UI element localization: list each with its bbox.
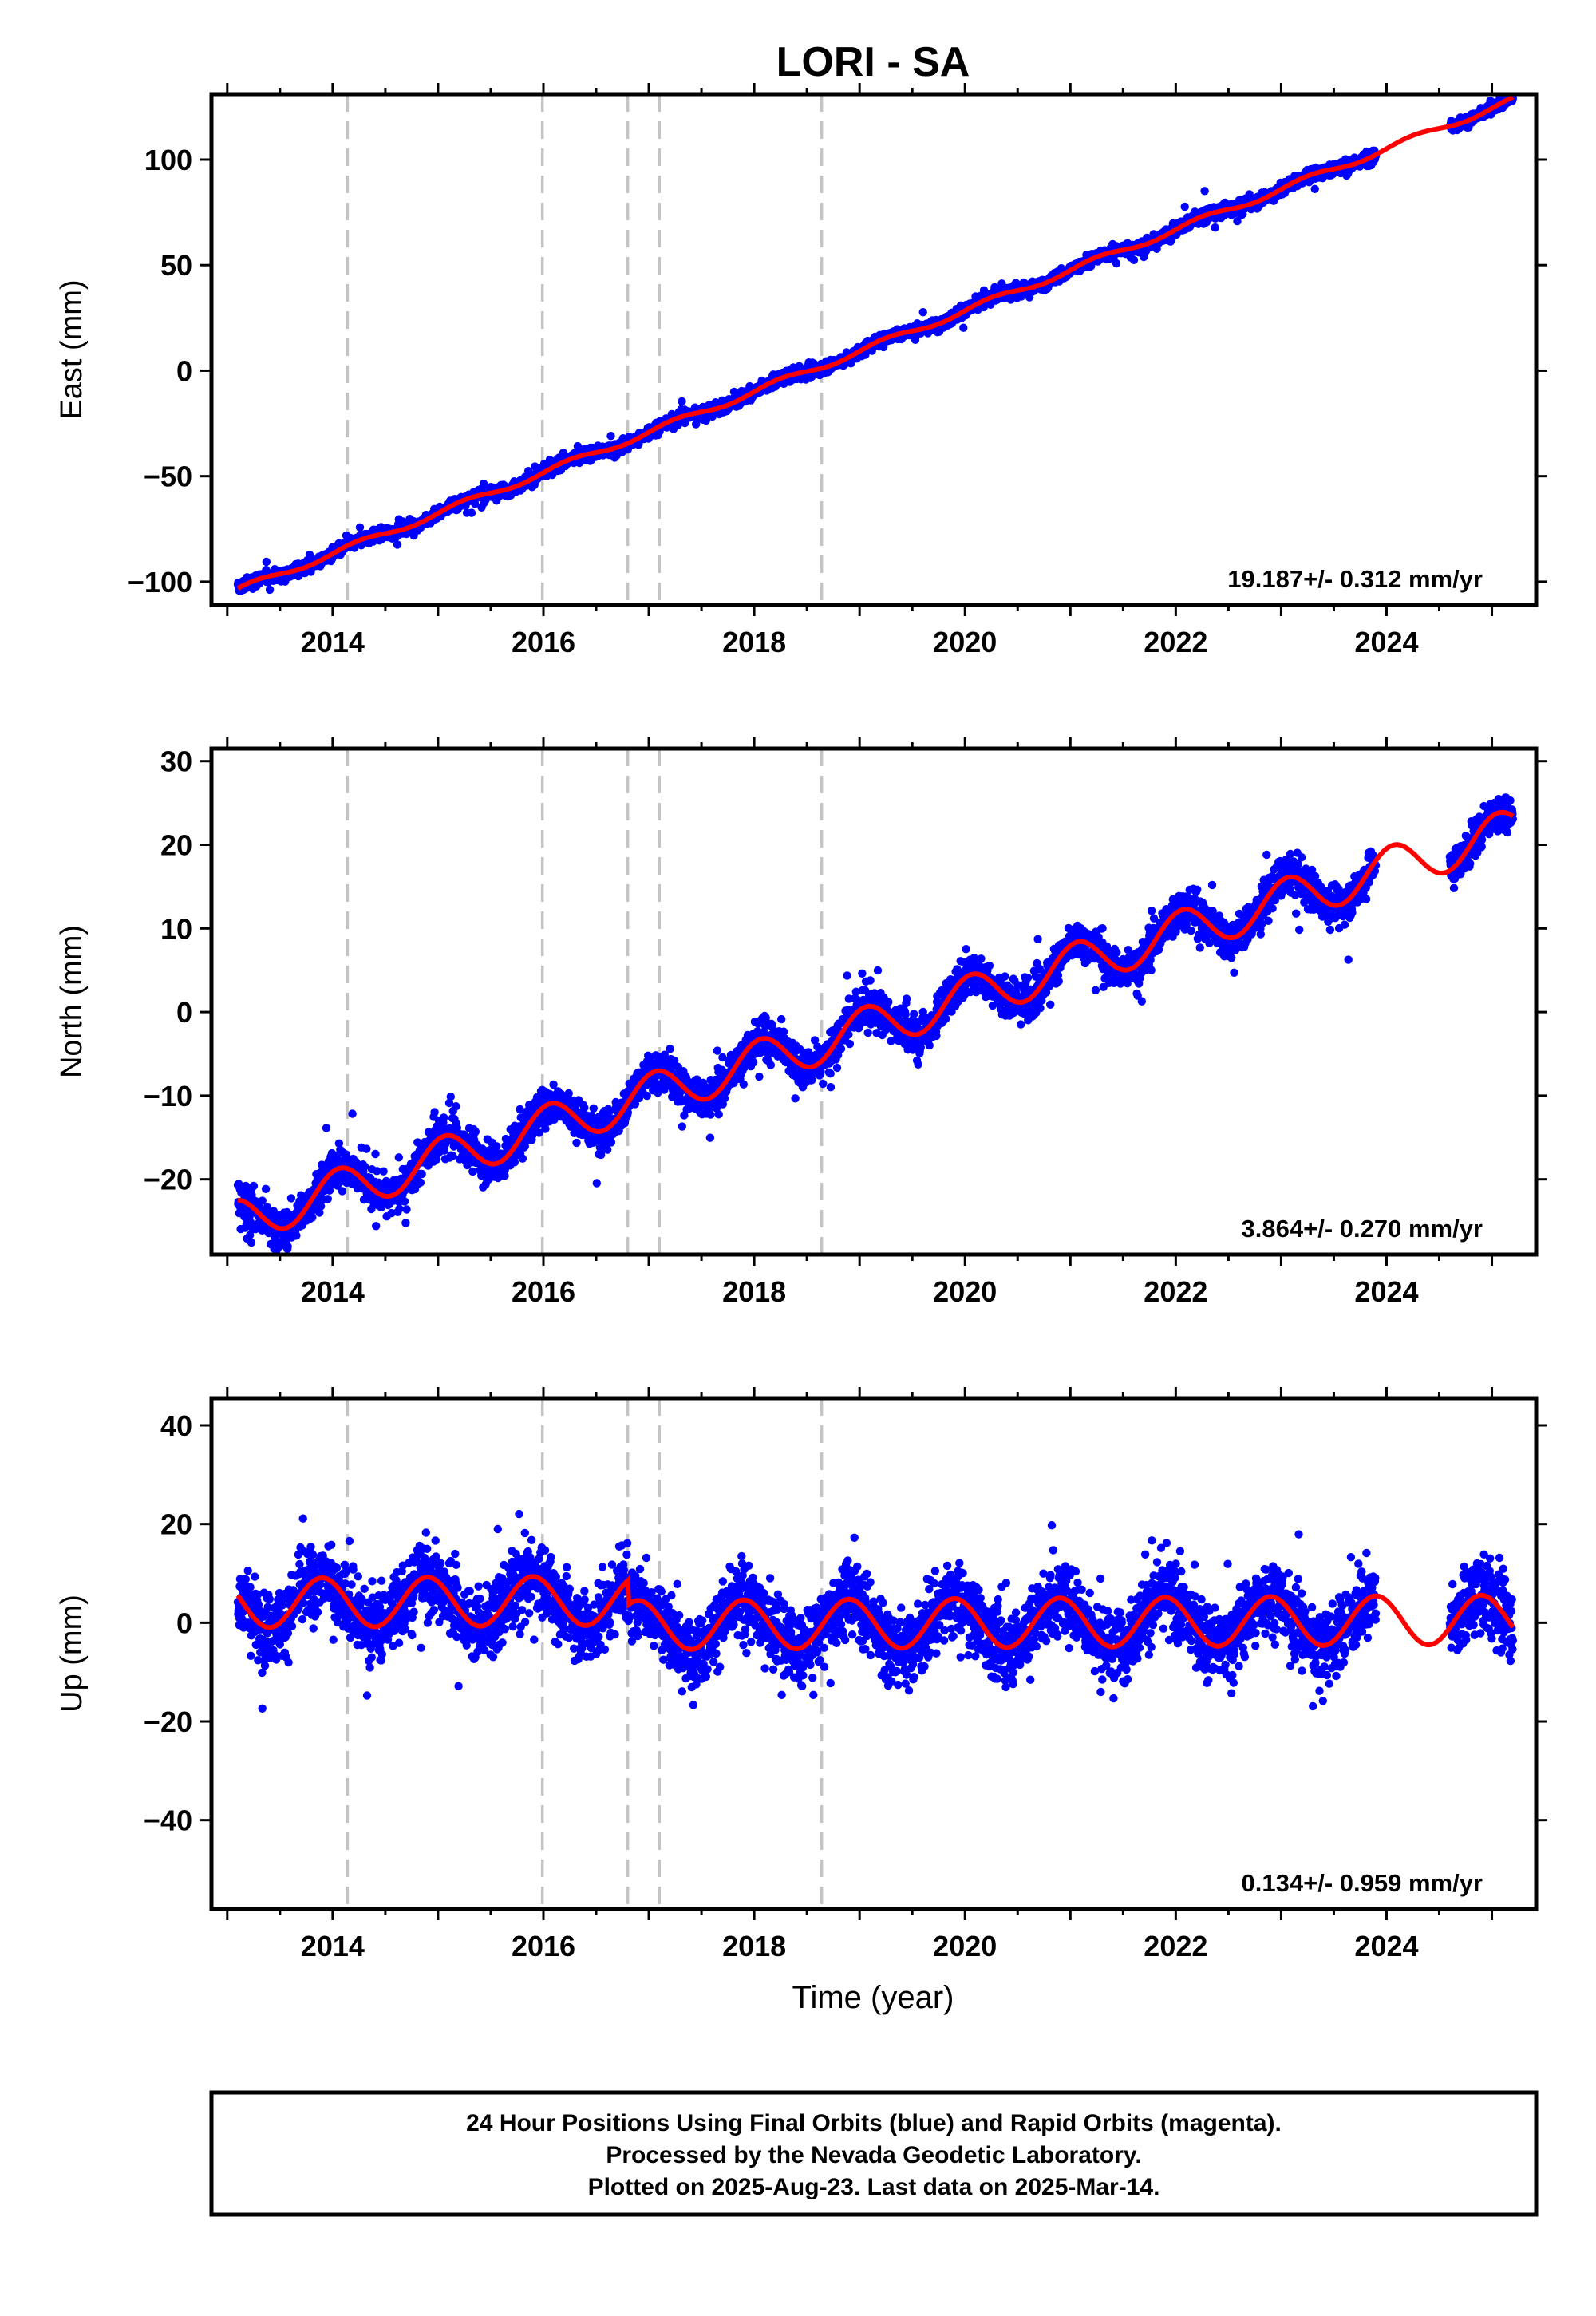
- panel-east-xtick-label-1: 2016: [512, 626, 575, 658]
- panel-east-point-1293: [606, 432, 615, 441]
- panel-north-point-203: [292, 1231, 301, 1240]
- panel-east-point-2515: [959, 323, 968, 332]
- panel-north-point-307: [322, 1124, 331, 1132]
- panel-north-point-446: [362, 1144, 371, 1153]
- panel-east-fit-line: [236, 94, 1515, 591]
- panel-east-ytick-label-3: −50: [144, 460, 192, 493]
- panel-north-point-185: [286, 1194, 296, 1203]
- panel-east-point-3733: [1310, 184, 1319, 193]
- chart-title: LORI - SA: [776, 39, 970, 85]
- panel-north-point-585: [402, 1205, 411, 1214]
- panel-north-point-397: [348, 1109, 357, 1118]
- panel-east-point-111: [265, 585, 275, 595]
- panel-east-point-3282: [1180, 202, 1189, 211]
- panel-east-ylabel: East (mm): [55, 279, 89, 419]
- panel-north-point-716: [440, 1146, 449, 1155]
- panel-east-point-810: [467, 508, 476, 517]
- panel-north-point-97: [261, 1184, 271, 1194]
- panel-north-point-362: [338, 1187, 347, 1196]
- panel-north-point-318: [325, 1186, 334, 1195]
- panel-east-point-2375: [918, 308, 927, 317]
- panel-north-point-85: [258, 1196, 267, 1205]
- panel-north-point-738: [446, 1093, 455, 1101]
- panel-east-xtick-label-3: 2020: [933, 626, 997, 658]
- panel-north-point-173: [283, 1242, 292, 1251]
- panel-north-point-733: [444, 1098, 454, 1108]
- panel-east-point-1588: [692, 420, 701, 429]
- panel-east-point-2648: [998, 279, 1006, 288]
- panel-east-ytick-label-4: −100: [128, 566, 192, 599]
- panel-east-xtick-label-0: 2014: [301, 626, 365, 658]
- panel-east-point-3387: [1211, 223, 1219, 232]
- panel-north-point-479: [372, 1222, 381, 1231]
- panel-north-point-682: [430, 1108, 439, 1117]
- panel-east-xtick-label-5: 2024: [1354, 626, 1418, 658]
- panel-north-point-638: [417, 1169, 426, 1179]
- panel-north-point-505: [379, 1167, 388, 1176]
- panel-north-point-47: [247, 1238, 256, 1247]
- panel-north-point-714: [440, 1113, 448, 1122]
- panel-east-ytick-label-0: 100: [144, 144, 192, 176]
- panel-north-point-258: [308, 1213, 317, 1222]
- panel-east-point-99: [262, 557, 271, 567]
- panel-east-ytick-label-2: 0: [176, 354, 192, 387]
- panel-east: 100 50 0 −50 −100 2014 2016 2018 2020 2022 2024 Eas…: [55, 83, 1547, 658]
- panel-north-point-55: [249, 1181, 259, 1191]
- panel-north-point-351: [334, 1139, 344, 1148]
- panel-east-xtick-label-4: 2022: [1144, 626, 1207, 658]
- panel-north-point-312: [323, 1195, 332, 1203]
- panel-north-points: [233, 793, 1518, 1254]
- panel-east-point-3106: [1129, 255, 1139, 264]
- panel-east-ytick-label-1: 50: [160, 249, 192, 282]
- panel-east-point-3464: [1233, 217, 1242, 226]
- panel-north-point-582: [401, 1219, 410, 1227]
- panel-north-point-440: [360, 1162, 369, 1171]
- panel-north-point-45: [247, 1218, 255, 1227]
- panel-east-point-553: [393, 540, 402, 549]
- panel-east-point-423: [355, 523, 365, 532]
- panel-north-point-477: [371, 1149, 380, 1159]
- panel-north-point-560: [395, 1204, 404, 1213]
- panel-north-point-482: [373, 1167, 381, 1176]
- panel-east-point-3351: [1200, 187, 1209, 196]
- panel-east-rate-label: 19.187+/- 0.312 mm/yr: [1227, 565, 1483, 593]
- panel-east-point-1539: [678, 397, 686, 406]
- panel-east-xtick-label-2: 2018: [722, 626, 786, 658]
- panel-north-point-633: [416, 1178, 425, 1187]
- panel-east-frame: [209, 92, 1539, 607]
- panel-north-point-558: [394, 1153, 403, 1162]
- panel-east-point-3045: [1112, 259, 1121, 268]
- panel-north-point-283: [315, 1208, 324, 1217]
- panel-north-point-578: [400, 1197, 409, 1206]
